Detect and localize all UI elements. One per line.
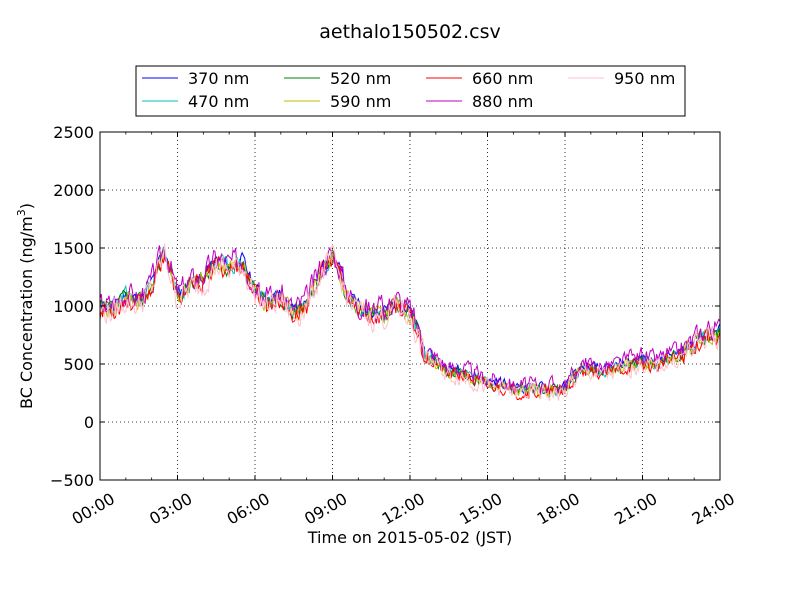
y-tick-label: 1500: [53, 239, 94, 258]
y-axis-label-main: BC Concentration (ng/m: [17, 216, 36, 409]
legend-label: 370 nm: [188, 69, 249, 88]
y-tick-label: 2500: [53, 123, 94, 142]
chart-title: aethalo150502.csv: [319, 21, 501, 43]
legend-label: 950 nm: [614, 69, 675, 88]
legend-label: 520 nm: [330, 69, 391, 88]
y-axis-label: BC Concentration (ng/m3): [15, 203, 36, 409]
y-axis-tick-labels: −500 0 500 1000 1500 2000 2500: [50, 123, 94, 490]
y-tick-label: 1000: [53, 297, 94, 316]
legend-label: 660 nm: [472, 69, 533, 88]
x-axis-label: Time on 2015-05-02 (JST): [307, 528, 512, 547]
legend: 370 nm 470 nm 520 nm 590 nm 660 nm 880 nm 950 …: [135, 65, 686, 117]
series-line-880-nm: [100, 245, 720, 396]
legend-label: 470 nm: [188, 92, 249, 111]
legend-label: 880 nm: [472, 92, 533, 111]
y-axis-label-superscript: 3: [15, 209, 28, 216]
series-lines: [100, 243, 720, 401]
series-line-950-nm: [100, 243, 720, 401]
axis-ticks: [99, 131, 721, 481]
y-tick-label: 0: [84, 413, 94, 432]
y-tick-label: 2000: [53, 181, 94, 200]
y-axis-label-close: ): [17, 203, 36, 209]
legend-box: [135, 65, 686, 117]
legend-label: 590 nm: [330, 92, 391, 111]
y-tick-label: −500: [50, 471, 94, 490]
y-tick-label: 500: [63, 355, 94, 374]
